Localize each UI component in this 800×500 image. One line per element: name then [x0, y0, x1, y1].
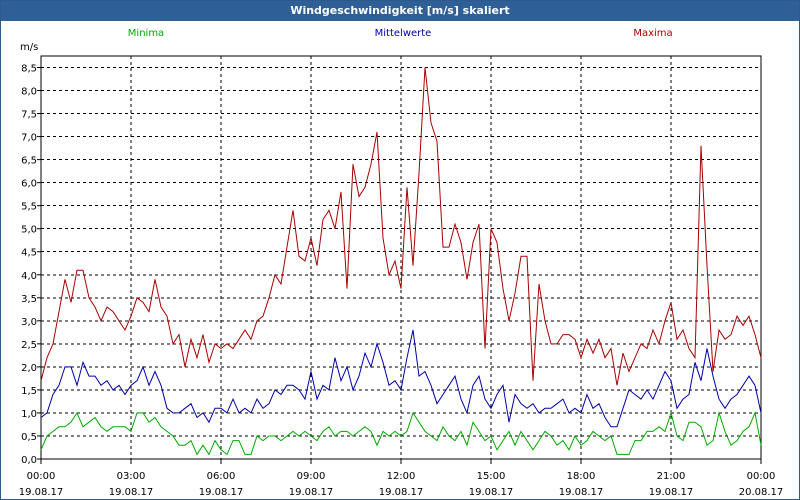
legend-label-mittelwerte: Mittelwerte	[375, 28, 432, 39]
series-line-mittelwerte	[40, 329, 762, 428]
y-tick-label: 8,0	[21, 87, 37, 98]
x-tick-date: 19.08.17	[379, 487, 424, 498]
x-tick-date: 20.08.17	[739, 487, 784, 498]
legend-label-maxima: Maxima	[633, 28, 672, 39]
y-tick-label: 2,0	[21, 363, 37, 374]
x-tick-time: 18:00	[567, 471, 596, 482]
x-tick-time: 03:00	[117, 471, 146, 482]
window-title: Windgeschwindigkeit [m/s] skaliert	[1, 1, 799, 21]
y-tick-label: 5,5	[21, 202, 37, 213]
series-line-maxima	[40, 67, 762, 386]
y-tick-label: 6,5	[21, 156, 37, 167]
x-tick-time: 12:00	[387, 471, 416, 482]
y-tick-label: 8,5	[21, 64, 37, 75]
x-tick-date: 19.08.17	[199, 487, 244, 498]
x-tick-time: 15:00	[477, 471, 506, 482]
x-tick-date: 19.08.17	[649, 487, 694, 498]
series-line-minima	[40, 410, 762, 456]
x-tick-time: 00:00	[27, 471, 56, 482]
x-tick-date: 19.08.17	[559, 487, 604, 498]
y-tick-label: 3,5	[21, 294, 37, 305]
y-tick-label: 7,0	[21, 133, 37, 144]
y-tick-label: 4,5	[21, 248, 37, 259]
y-tick-label: 6,0	[21, 179, 37, 190]
y-tick-label: 0,5	[21, 432, 37, 443]
x-tick-time: 00:00	[747, 471, 776, 482]
y-tick-label: 5,0	[21, 225, 37, 236]
legend-label-minima: Minima	[128, 28, 164, 39]
x-tick-time: 06:00	[207, 471, 236, 482]
y-tick-label: 2,5	[21, 340, 37, 351]
y-tick-label: 7,5	[21, 110, 37, 121]
y-tick-label: 1,5	[21, 386, 37, 397]
y-tick-label: 0,0	[21, 455, 37, 466]
x-tick-time: 09:00	[297, 471, 326, 482]
y-tick-label: 1,0	[21, 409, 37, 420]
x-tick-date: 19.08.17	[289, 487, 334, 498]
x-tick-time: 21:00	[657, 471, 686, 482]
y-axis-label: m/s	[20, 42, 38, 53]
y-tick-label: 4,0	[21, 271, 37, 282]
x-tick-date: 19.08.17	[19, 487, 64, 498]
x-tick-date: 19.08.17	[109, 487, 154, 498]
x-tick-date: 19.08.17	[469, 487, 514, 498]
y-tick-label: 3,0	[21, 317, 37, 328]
